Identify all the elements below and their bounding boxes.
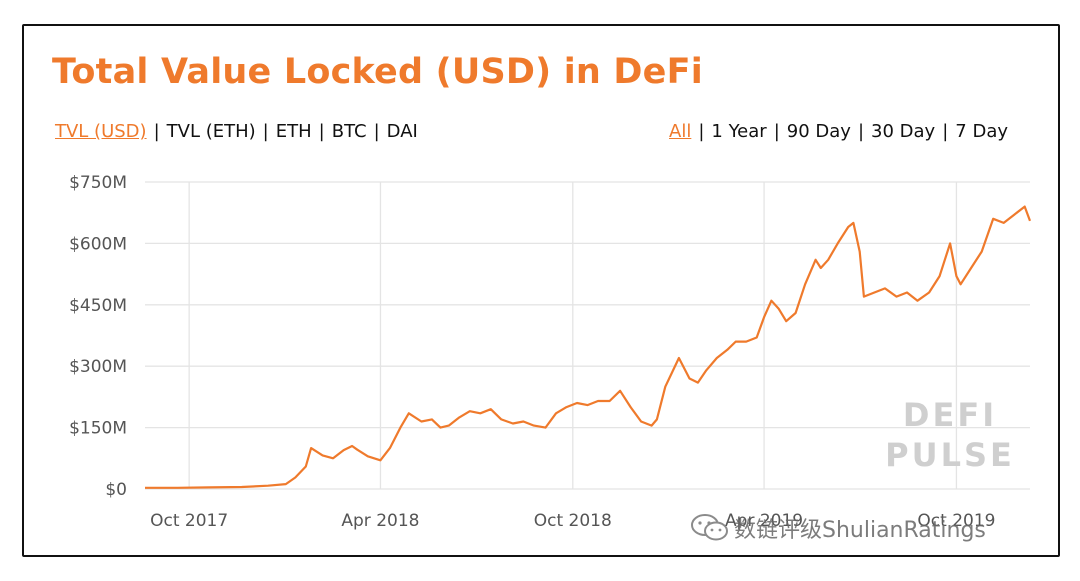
x-tick-label: Apr 2019 [725,511,803,531]
tab-eth[interactable]: ETH [275,121,312,142]
tab-tvl-usd[interactable]: TVL (USD) [55,121,147,142]
y-tick-label: $0 [105,480,127,500]
tab-separator: | [318,121,325,142]
x-tick-label: Oct 2018 [534,511,612,531]
range-1-year[interactable]: 1 Year [711,121,767,142]
range-all[interactable]: All [669,121,692,142]
watermark-line2: PULSE [885,436,1015,474]
tab-separator: | [698,121,705,142]
y-tick-label: $450M [69,296,127,316]
tab-separator: | [773,121,780,142]
tab-separator: | [942,121,949,142]
watermark-line1: DEFI [903,396,997,434]
wechat-watermark: 数链评级ShulianRatings [690,512,986,549]
y-tick-label: $300M [69,357,127,377]
tvl-usd-series-line [145,205,1032,489]
tab-btc[interactable]: BTC [331,121,367,142]
x-tick-label: Oct 2017 [150,511,228,531]
tab-separator: | [857,121,865,142]
tab-separator: | [262,121,269,142]
x-tick-label: Oct 2019 [917,511,995,531]
range-90-day[interactable]: 90 Day [786,121,851,142]
x-tick-label: Apr 2018 [341,511,419,531]
metric-tabs: TVL (USD) | TVL (ETH) | ETH | BTC | DAI [55,121,418,142]
y-tick-label: $600M [69,234,127,254]
tab-separator: | [373,121,380,142]
tab-separator: | [153,121,160,142]
y-axis-labels: $0 $150M $300M $450M $600M $750M [69,173,127,500]
tab-tvl-eth[interactable]: TVL (ETH) [166,121,256,142]
grid-lines [145,181,1030,490]
range-30-day[interactable]: 30 Day [871,121,936,142]
y-tick-label: $150M [69,419,127,439]
range-tabs: All | 1 Year | 90 Day | 30 Day | 7 Day [669,121,1008,142]
y-tick-label: $750M [69,173,127,193]
wechat-icon [690,513,730,549]
x-axis-labels: Oct 2017 Apr 2018 Oct 2018 Apr 2019 Oct 2019 [150,511,995,531]
chart-title: Total Value Locked (USD) in DeFi [52,52,703,92]
defi-pulse-watermark: DEFI PULSE [885,396,1015,474]
tab-dai[interactable]: DAI [386,121,418,142]
watermark-text: 数链评级ShulianRatings [734,518,986,543]
range-7-day[interactable]: 7 Day [955,121,1008,142]
